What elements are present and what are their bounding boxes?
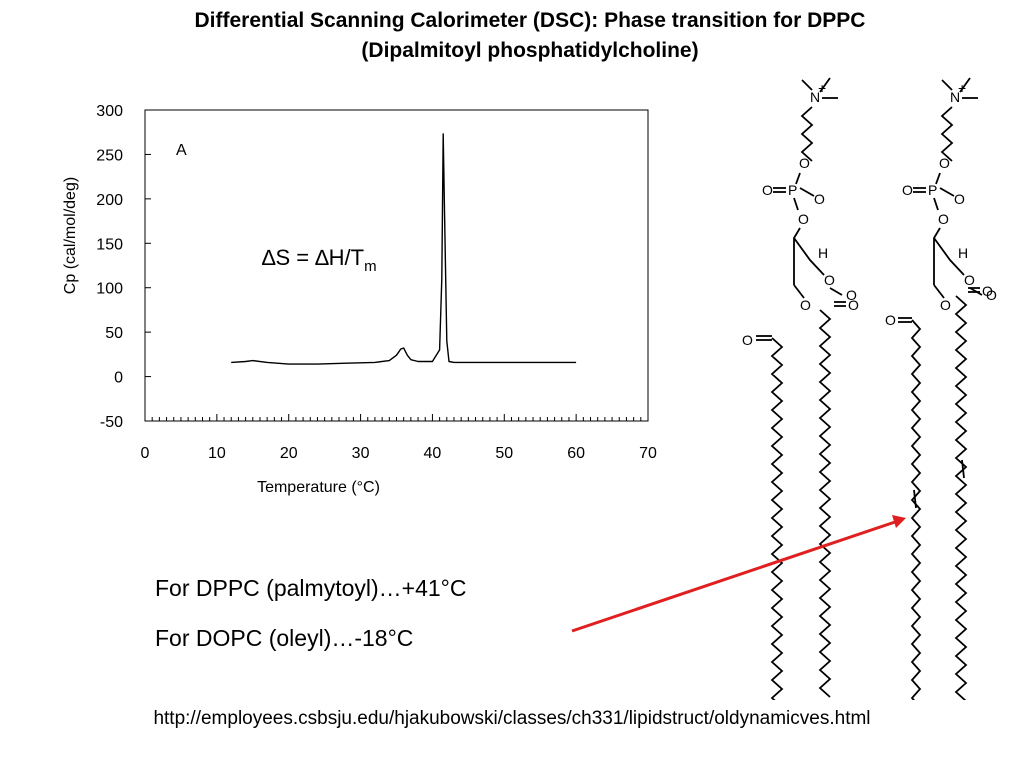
y-tick-label: 50	[105, 325, 123, 342]
x-tick-label: 70	[639, 445, 657, 462]
title-line-2: (Dipalmitoyl phosphatidylcholine)	[361, 39, 699, 62]
dopc-note: For DOPC (oleyl)…-18°C	[155, 625, 414, 651]
y-tick-label: 100	[96, 281, 123, 298]
y-axis-label: Cp (cal/mol/deg)	[62, 177, 79, 294]
x-axis-label: Temperature (°C)	[257, 479, 380, 496]
dppc-glycerol	[793, 227, 801, 285]
source-url: http://employees.csbsju.edu/hjakubowski/…	[153, 708, 871, 729]
x-tick-label: 50	[495, 445, 513, 462]
dopc-cis-double-bond	[961, 459, 965, 479]
dopc-choline-chain	[940, 106, 954, 162]
plot-frame	[144, 109, 649, 422]
dppc-carbonyl-oxygen: O	[742, 332, 753, 348]
dppc-oxygen-atom: O	[800, 297, 811, 313]
dppc-oxygen-atom: O	[799, 155, 810, 171]
x-tick-label: 0	[141, 445, 150, 462]
dopc-oxygen-atom: O	[938, 211, 949, 227]
x-tick-label: 20	[280, 445, 298, 462]
dopc-glycerol	[933, 227, 941, 285]
x-tick-label: 40	[424, 445, 442, 462]
y-tick-label: 200	[96, 192, 123, 209]
dopc-hydrogen-atom: H	[958, 245, 968, 261]
dppc-choline-chain	[800, 106, 814, 162]
dppc-nitrogen-atom: N	[810, 89, 820, 105]
entropy-annotation: ∆S = ∆H/Tm	[262, 245, 377, 275]
y-tick-label: 0	[114, 370, 123, 387]
panel-label: A	[176, 142, 187, 159]
dppc-note: For DPPC (palmytoyl)…+41°C	[155, 575, 467, 601]
dopc-oxygen-atom: O	[902, 182, 913, 198]
dopc-carbonyl-oxygen: O	[885, 312, 896, 328]
dopc-phosphorus-atom: P	[928, 182, 937, 198]
dopc-oxygen-atom: O	[954, 191, 965, 207]
dppc-oxygen-atom: O	[814, 191, 825, 207]
y-tick-label: -50	[100, 414, 123, 431]
x-tick-label: 10	[208, 445, 226, 462]
dopc-oxygen-atom: O	[964, 272, 975, 288]
dopc-oleyl-chain-2	[954, 295, 968, 700]
x-tick-label: 60	[567, 445, 585, 462]
dppc-oxygen-atom: O	[846, 287, 857, 303]
dopc-oxygen-atom: O	[986, 287, 997, 303]
dopc-oleyl-chain-1	[910, 319, 922, 700]
dopc-carbonyl-oxygen: O	[982, 283, 993, 299]
title-line-1: Differential Scanning Calorimeter (DSC):…	[194, 9, 866, 32]
dopc-oxygen-atom: O	[940, 297, 951, 313]
dppc-oxygen-atom: O	[762, 182, 773, 198]
cp-series-line	[231, 133, 577, 365]
dppc-carbonyl-oxygen: O	[848, 297, 859, 313]
dppc-phosphorus-atom: P	[788, 182, 797, 198]
dppc-palmitoyl-chain-1	[770, 337, 784, 700]
slide-title: Differential Scanning Calorimeter (DSC):…	[0, 6, 1024, 66]
dopc-nitrogen-atom: N	[950, 89, 960, 105]
dopc-oxygen-atom: O	[939, 155, 950, 171]
y-tick-label: 150	[96, 236, 123, 253]
y-tick-label: 300	[96, 103, 123, 120]
dppc-palmitoyl-chain-2	[818, 309, 832, 698]
dppc-oxygen-atom: O	[824, 272, 835, 288]
x-tick-label: 30	[352, 445, 370, 462]
dppc-oxygen-atom: O	[798, 211, 809, 227]
y-tick-label: 250	[96, 147, 123, 164]
dopc-cis-double-bond	[913, 489, 917, 509]
dsc-chart: 300 250 200 150 100 50 0 -50 0 10 20 30 40 50 60 70 Temp…	[62, 103, 657, 496]
dppc-hydrogen-atom: H	[818, 245, 828, 261]
